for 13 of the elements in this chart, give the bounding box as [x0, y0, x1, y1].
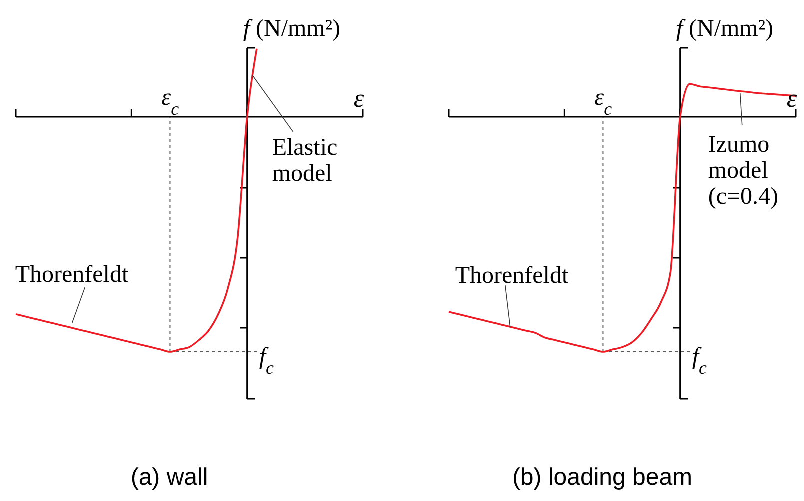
annotation: Izumo model (c=0.4)	[708, 132, 779, 210]
y-axis-title: f (N/mm²)	[676, 16, 774, 42]
text: (a) wall	[130, 464, 208, 491]
annotation: Thorenfeldt	[15, 262, 129, 288]
ref-line-label: f$_{c}$	[259, 344, 274, 378]
annotation: ε$_{c}$	[594, 85, 612, 119]
y-axis-title: f (N/mm²)	[243, 16, 341, 42]
annotation: ε$_{c}$	[162, 85, 180, 119]
x-axis-title: ε	[354, 84, 365, 113]
text: (b) loading beam	[512, 464, 693, 491]
annotation: Elastic model	[272, 135, 338, 187]
ref-line-label: f$_{c}$	[692, 344, 708, 378]
annotation: Thorenfeldt	[455, 263, 569, 289]
